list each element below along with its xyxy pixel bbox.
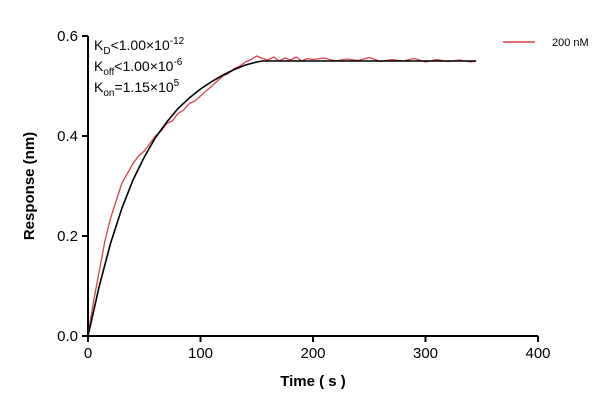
x-tick-label: 200 <box>300 345 325 362</box>
x-axis-label: Time ( s ) <box>280 373 346 390</box>
y-tick-label: 0.2 <box>57 228 78 245</box>
kinetics-annotation: Kon=1.15×105 <box>94 78 180 99</box>
y-axis-label: Response (nm) <box>21 132 38 240</box>
y-tick-label: 0.6 <box>57 28 78 45</box>
x-tick-label: 0 <box>84 345 92 362</box>
kinetics-annotation: KD<1.00×10-12 <box>94 36 185 57</box>
x-tick-label: 100 <box>188 345 213 362</box>
y-tick-label: 0.0 <box>57 328 78 345</box>
kinetics-annotation: Koff<1.00×10-6 <box>94 57 183 78</box>
x-tick-label: 400 <box>525 345 550 362</box>
series-line-200nm <box>87 55 477 337</box>
x-tick-label: 300 <box>413 345 438 362</box>
legend-label: 200 nM <box>552 37 589 49</box>
y-tick-label: 0.4 <box>57 128 78 145</box>
fit-curve <box>87 60 477 337</box>
